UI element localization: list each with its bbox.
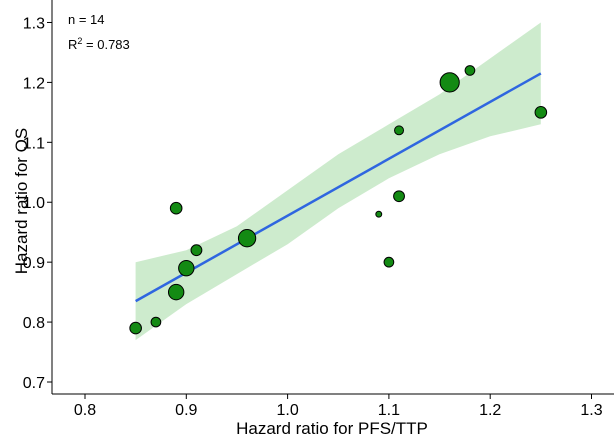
y-tick-label: 0.9 (23, 255, 45, 272)
data-point-4 (169, 201, 183, 215)
data-point-2 (150, 316, 162, 328)
x-tick-label: 1.1 (378, 402, 400, 419)
axes-layer: 0.8 0.9 1.0 1.1 1.2 1.3 0.7 0.8 0.9 1.0 1.1 1.2 1.3 (23, 0, 614, 419)
y-tick-label: 0.8 (23, 315, 45, 332)
data-point-8 (375, 210, 383, 218)
y-tick-label: 0.7 (23, 375, 45, 392)
x-tick-label: 1.2 (479, 402, 501, 419)
r-squared-annotation: R2 = 0.783 (68, 36, 130, 52)
r-squared-value: = 0.783 (82, 37, 129, 52)
confidence-band (135, 22, 541, 341)
data-point-5 (178, 259, 195, 277)
y-tick-label: 1.2 (23, 75, 45, 92)
data-point-6 (190, 244, 203, 257)
data-point-7 (237, 229, 257, 248)
r-squared-superscript: 2 (77, 36, 82, 46)
data-points-layer (129, 65, 548, 335)
x-tick-label: 0.9 (175, 402, 197, 419)
y-axis-title: Hazard ratio for OS (12, 128, 31, 274)
data-point-13 (464, 65, 476, 76)
y-tick-label: 1.3 (23, 15, 45, 32)
x-tick-label: 0.8 (74, 402, 96, 419)
data-point-9 (383, 256, 395, 268)
data-point-1 (129, 321, 142, 335)
x-axis-title: Hazard ratio for PFS/TTP (236, 419, 428, 438)
confidence-band-layer (135, 22, 541, 341)
regression-line-layer (135, 72, 542, 303)
data-point-12 (439, 72, 460, 93)
y-tick-label: 1.1 (23, 135, 45, 152)
r-squared-prefix: R (68, 37, 77, 52)
data-point-14 (534, 106, 548, 119)
n-annotation: n = 14 (68, 12, 105, 27)
data-point-10 (393, 190, 405, 203)
x-tick-label: 1.3 (580, 402, 602, 419)
x-tick-label: 1.0 (276, 402, 298, 419)
y-tick-label: 1.0 (23, 195, 45, 212)
data-point-3 (167, 283, 185, 301)
regression-line (135, 72, 542, 303)
data-point-11 (394, 125, 404, 136)
